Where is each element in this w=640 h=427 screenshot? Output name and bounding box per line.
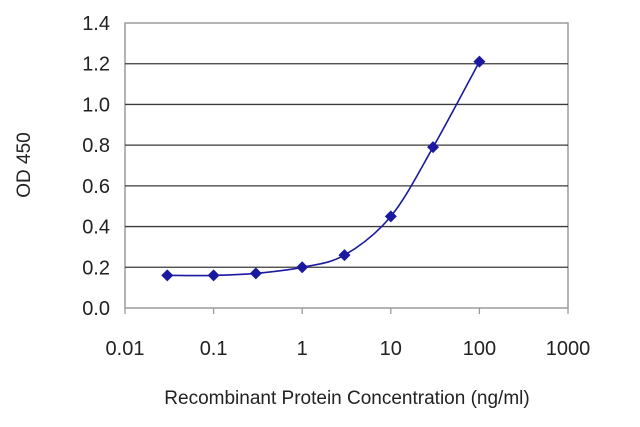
data-point [161,269,174,282]
data-point [384,210,397,223]
y-tick-label: 0.6 [82,176,110,198]
y-tick-labels: 0.0 0.2 0.4 0.6 0.8 1.0 1.2 1.4 [82,13,110,320]
y-tick-label: 1.4 [82,13,110,35]
y-tick-label: 0.4 [82,217,110,239]
series-group [161,55,486,282]
plot-area [124,22,569,309]
data-point [427,141,440,154]
x-tick-label: 1 [297,338,308,360]
data-point [473,55,486,68]
data-point [338,249,351,262]
y-tick-label: 1.0 [82,94,110,116]
data-point [296,261,309,274]
x-tick-label: 1000 [546,338,591,360]
data-point [249,267,262,280]
x-tick-labels: 0.01 0.1 1 10 100 1000 [106,308,591,360]
y-tick-label: 0.8 [82,135,110,157]
x-axis-label: Recombinant Protein Concentration (ng/ml… [164,388,529,409]
x-tick-label: 0.1 [200,338,228,360]
y-tick-label: 0.2 [82,257,110,279]
x-tick-label: 0.01 [106,338,145,360]
x-tick-label: 10 [380,338,402,360]
y-tick-label: 0.0 [82,298,110,320]
data-point [207,269,220,282]
gridlines [125,63,568,268]
x-tick-label: 100 [463,338,496,360]
y-tick-label: 1.2 [82,54,110,76]
y-axis-label: OD 450 [14,132,35,197]
